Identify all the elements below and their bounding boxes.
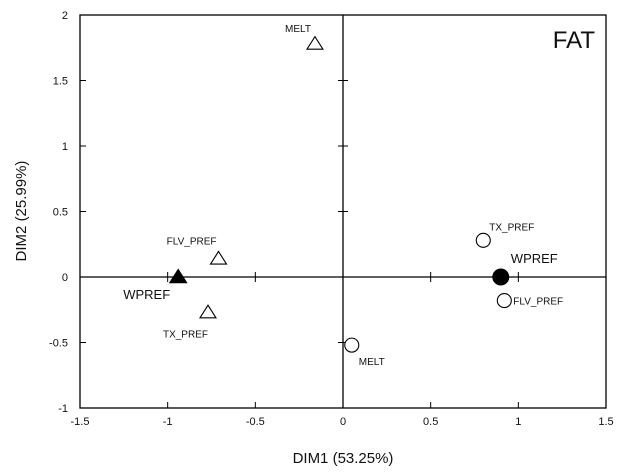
point-tx-pref-label: TX_PREF — [489, 222, 534, 233]
x-tick-label: 0 — [340, 416, 346, 428]
x-tick-label: 1 — [515, 416, 521, 428]
y-tick-label: 1.5 — [53, 76, 68, 88]
x-tick-label: -0.5 — [246, 416, 265, 428]
x-tick-label: 1.5 — [598, 416, 613, 428]
point-flv-pref-triangle — [209, 250, 228, 265]
x-tick-label: -1 — [163, 416, 173, 428]
point-melt-triangle — [305, 35, 324, 50]
y-tick-label: 2 — [62, 10, 68, 22]
panel-label: FAT — [553, 27, 596, 54]
y-tick-label: -1 — [58, 403, 68, 415]
data-points — [168, 35, 512, 353]
x-axis-title: DIM1 (53.25%) — [293, 450, 394, 467]
x-tick-label: -1.5 — [71, 416, 90, 428]
point-labels: MELT FLV_PREF TX_PREF WPREF TX_PREF FLV_PREF M… — [123, 24, 563, 368]
y-tick-label: -0.5 — [49, 338, 68, 350]
point-tx-pref-circle — [475, 232, 491, 248]
point-wpref-circle-filled — [492, 268, 510, 286]
point-wpref-label: WPREF — [511, 251, 558, 266]
point-melt-circle — [344, 337, 360, 353]
point-flv-pref-circle — [496, 293, 512, 309]
y-tick-label: 0 — [62, 272, 68, 284]
y-tick-label: 1 — [62, 141, 68, 153]
point-tx-pref-label: TX_PREF — [163, 329, 208, 340]
point-flv-pref-label: FLV_PREF — [513, 297, 563, 308]
point-melt-label: MELT — [285, 24, 311, 35]
point-flv-pref-label: FLV_PREF — [167, 237, 217, 248]
axis-ticks: -1.5 -1 -0.5 0 0.5 1 1.5-1-0.500.511.52 — [49, 10, 614, 428]
x-tick-label: 0.5 — [423, 416, 438, 428]
point-melt-label: MELT — [359, 357, 385, 368]
point-tx-pref-triangle — [198, 304, 217, 319]
point-wpref-triangle-filled — [168, 268, 188, 284]
point-wpref-label: WPREF — [123, 287, 170, 302]
y-tick-label: 0.5 — [53, 207, 68, 219]
y-axis-title: DIM2 (25.99%) — [13, 161, 30, 262]
